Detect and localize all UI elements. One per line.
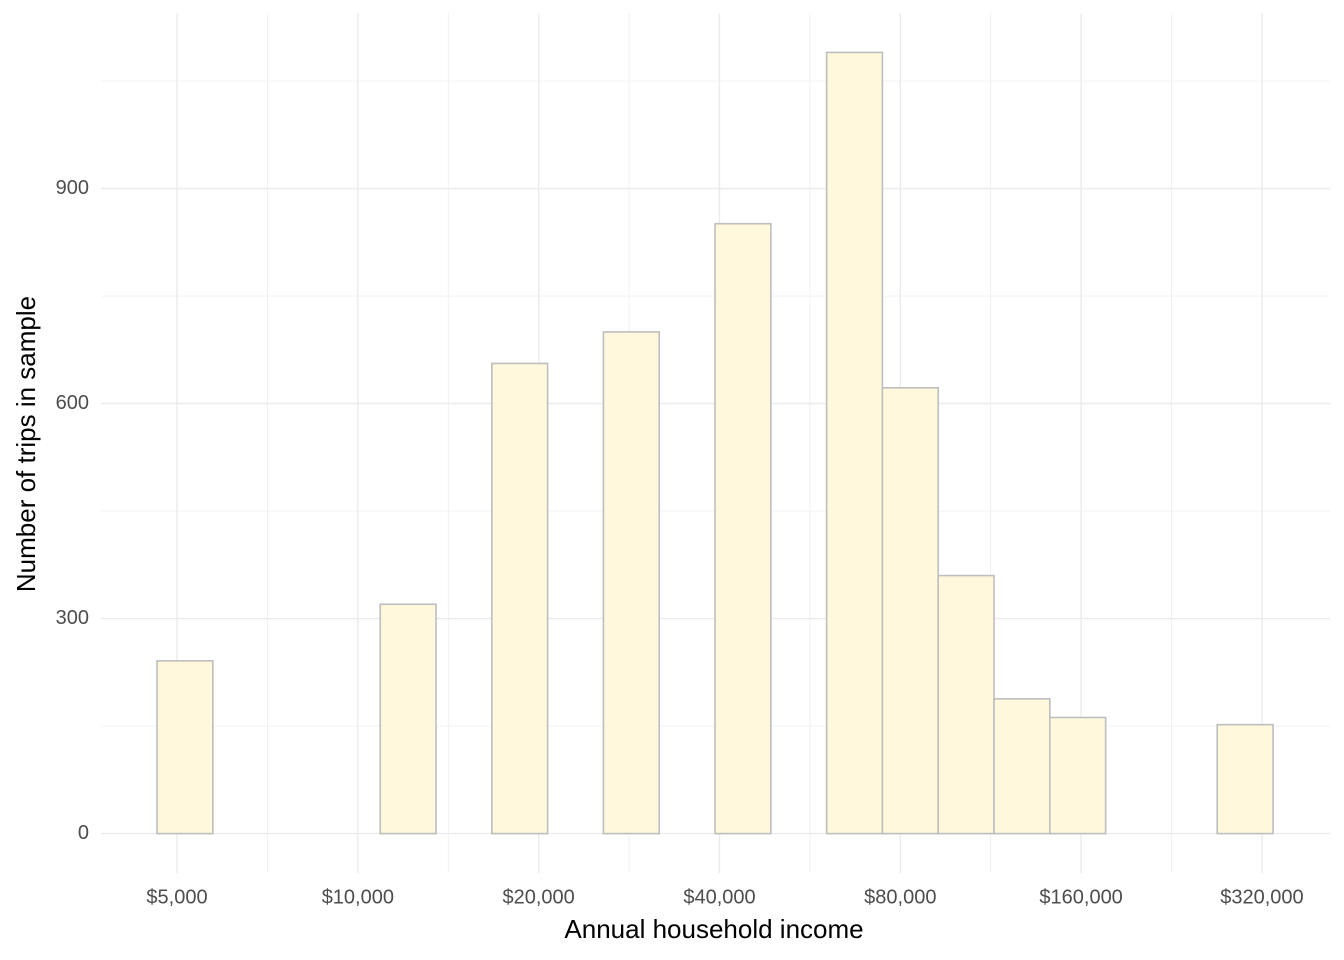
bar — [881, 387, 940, 835]
bar — [1216, 723, 1274, 835]
bar — [156, 660, 214, 835]
bar — [1049, 716, 1107, 835]
x-tick-label: $20,000 — [503, 886, 575, 908]
x-axis-title: Annual household income — [564, 914, 863, 944]
bar — [491, 362, 549, 835]
y-tick-label: 600 — [56, 392, 89, 414]
y-tick-label: 0 — [78, 822, 89, 844]
x-tick-label: $160,000 — [1039, 886, 1122, 908]
y-tick-label: 300 — [56, 607, 89, 629]
bar — [714, 222, 772, 835]
x-tick-label: $5,000 — [146, 886, 207, 908]
x-tick-label: $80,000 — [864, 886, 936, 908]
bar — [825, 51, 884, 835]
bar — [602, 331, 661, 835]
x-tick-label: $10,000 — [322, 886, 394, 908]
y-tick-label: 900 — [56, 177, 89, 199]
x-tick-label: $40,000 — [683, 886, 755, 908]
bar — [937, 574, 995, 835]
bar — [379, 603, 437, 835]
bar — [993, 698, 1051, 835]
y-axis-title: Number of trips in sample — [11, 296, 41, 592]
x-tick-label: $320,000 — [1220, 886, 1303, 908]
